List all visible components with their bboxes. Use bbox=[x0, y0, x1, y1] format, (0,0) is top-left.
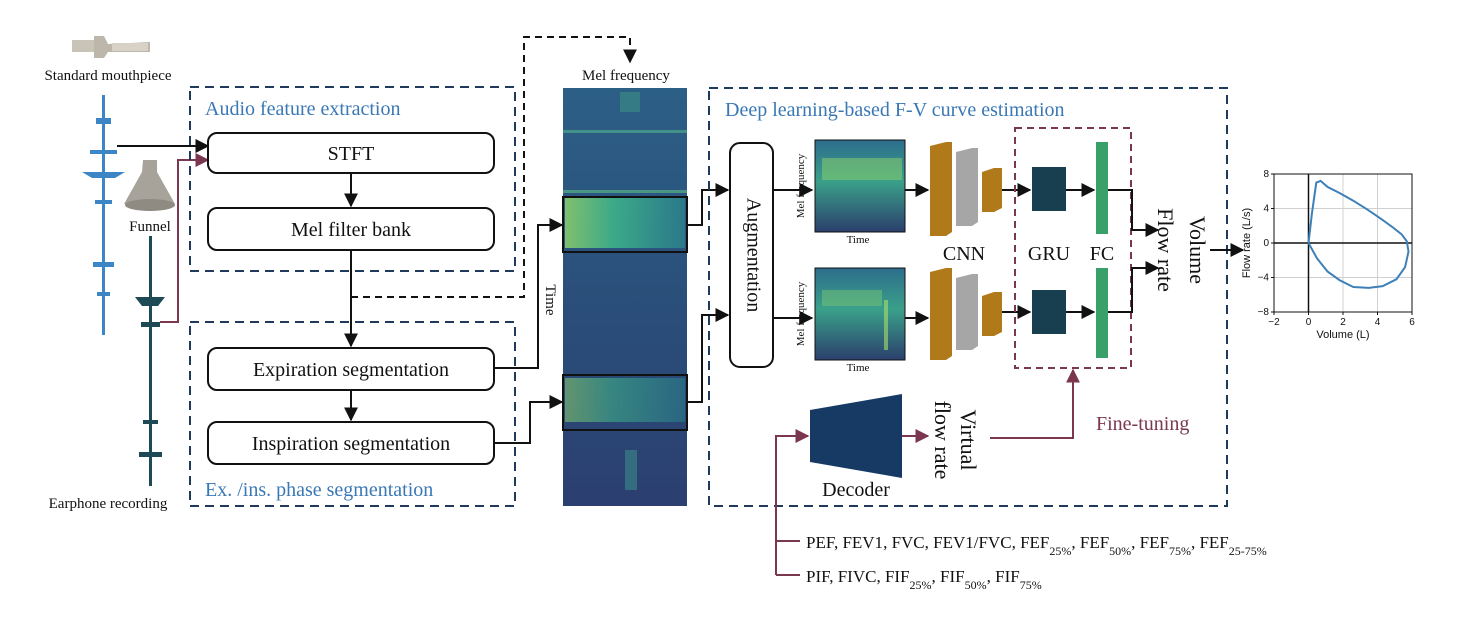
arrow-fc-bottom-to-output bbox=[1108, 261, 1160, 313]
inspiratory-metric-sub-2: 25% bbox=[910, 578, 932, 592]
decoder-label: Decoder bbox=[822, 479, 890, 501]
gru-label: GRU bbox=[1028, 243, 1071, 265]
spec-top-ylabel: Mel frequency bbox=[795, 153, 807, 218]
fine-tuning-frame bbox=[1014, 127, 1132, 369]
fc-label: FC bbox=[1090, 243, 1114, 265]
gru-block-bottom bbox=[1032, 290, 1066, 334]
funnel-icon bbox=[124, 160, 175, 211]
expiratory-metric-sub-7: 25-75% bbox=[1229, 544, 1267, 558]
earphone-waveform bbox=[135, 236, 165, 486]
fv-xtick-label-1: 0 bbox=[1306, 317, 1312, 328]
expiratory-metric-6: FEF bbox=[1140, 533, 1169, 552]
fv-ytick-label-2: 0 bbox=[1263, 238, 1269, 249]
fv-xtick-label-4: 6 bbox=[1409, 317, 1415, 328]
mouthpiece-icon bbox=[72, 36, 150, 58]
inspiratory-metric-sub-3: 50% bbox=[965, 578, 987, 592]
expiratory-metric-1: FEV1 bbox=[842, 533, 883, 552]
expiratory-metric-5: FEF bbox=[1080, 533, 1109, 552]
dashed-arrow-mel-to-spectrogram bbox=[351, 36, 637, 298]
expiratory-metric-sub-4: 25% bbox=[1049, 544, 1071, 558]
virtual-label-1: Virtual bbox=[956, 410, 981, 471]
output-volume-label: Volume bbox=[1185, 216, 1210, 284]
phase-section-title: Ex. /ins. phase segmentation bbox=[205, 479, 433, 501]
decoder-block bbox=[810, 394, 902, 478]
spec-top-xlabel: Time bbox=[847, 234, 870, 246]
expiratory-metric-0: PEF bbox=[806, 533, 835, 552]
earphone-label: Earphone recording bbox=[49, 496, 168, 512]
expiratory-metric-7: FEF bbox=[1199, 533, 1228, 552]
funnel-label: Funnel bbox=[129, 219, 171, 235]
mouthpiece-label: Standard mouthpiece bbox=[44, 68, 171, 84]
spec-bottom-xlabel: Time bbox=[847, 362, 870, 374]
arrow-metrics-to-decoder bbox=[775, 429, 810, 575]
stft-label: STFT bbox=[328, 143, 375, 165]
expiratory-metric-3: FEV1/FVC bbox=[933, 533, 1011, 552]
spectrogram-time-label: Time bbox=[542, 284, 558, 315]
fv-curve bbox=[1307, 179, 1410, 289]
inspiratory-metric-3: FIF bbox=[940, 567, 965, 586]
dl-section-frame bbox=[708, 87, 1228, 507]
inspiration-label: Inspiration segmentation bbox=[252, 433, 450, 455]
fv-ytick-label-0: 8 bbox=[1263, 169, 1269, 180]
fv-xtick-label-0: −2 bbox=[1268, 317, 1280, 328]
fv-ytick-label-3: −4 bbox=[1258, 273, 1270, 284]
arrow-insp-to-augmentation bbox=[687, 308, 730, 403]
inspiratory-metric-2: FIF bbox=[885, 567, 910, 586]
arrow-earphone-to-stft bbox=[160, 153, 210, 323]
spectrogram-expiration bbox=[814, 139, 906, 233]
inspiratory-metrics: PIF, FIVC, FIF25%, FIF50%, FIF75% bbox=[806, 567, 1042, 592]
spectrogram-title: Mel frequency bbox=[582, 68, 670, 84]
dl-section-title: Deep learning-based F-V curve estimation bbox=[725, 99, 1065, 121]
arrow-expiration-to-spectrogram bbox=[494, 218, 564, 369]
mel-filter-label: Mel filter bank bbox=[291, 219, 411, 241]
augmentation-box bbox=[729, 142, 774, 368]
arrow-inspiration-to-spectrogram bbox=[494, 395, 564, 444]
arrow-virtual-to-finetune bbox=[990, 368, 1080, 439]
fc-block-bottom bbox=[1096, 268, 1108, 358]
cnn-block-top bbox=[930, 142, 1002, 236]
fv-ytick-label-4: −8 bbox=[1258, 307, 1270, 318]
flow-volume-plot: −2 0 2 4 6 8 4 0 −4 −8 Volume (L) Flow rate (L/s) bbox=[1241, 169, 1415, 341]
fv-xtick-label-2: 2 bbox=[1340, 317, 1346, 328]
fv-xlabel: Volume (L) bbox=[1316, 329, 1369, 341]
virtual-label-2: flow rate bbox=[930, 401, 955, 480]
inspiratory-metric-0: PIF bbox=[806, 567, 830, 586]
mel-spectrogram bbox=[563, 88, 687, 506]
fv-xtick-label-3: 4 bbox=[1375, 317, 1381, 328]
spectrogram-inspiration bbox=[814, 267, 906, 361]
expiratory-metric-sub-5: 50% bbox=[1109, 544, 1131, 558]
augmentation-label: Augmentation bbox=[742, 198, 764, 312]
inspiratory-metric-sub-4: 75% bbox=[1020, 578, 1042, 592]
cnn-label: CNN bbox=[943, 243, 985, 265]
audio-section-title: Audio feature extraction bbox=[205, 98, 400, 120]
output-flow-rate-label: Flow rate bbox=[1153, 208, 1178, 292]
inspiratory-metric-1: FIVC bbox=[838, 567, 877, 586]
arrow-fc-top-to-output bbox=[1108, 189, 1160, 237]
fv-ylabel: Flow rate (L/s) bbox=[1241, 208, 1253, 278]
cnn-block-bottom bbox=[930, 268, 1002, 360]
fc-block-top bbox=[1096, 142, 1108, 234]
fine-tuning-label: Fine-tuning bbox=[1096, 413, 1189, 435]
arrow-exp-to-augmentation bbox=[687, 183, 730, 226]
standard-waveform bbox=[82, 95, 125, 335]
expiratory-metric-4: FEF bbox=[1020, 533, 1049, 552]
gru-block-top bbox=[1032, 167, 1066, 211]
expiratory-metric-sub-6: 75% bbox=[1169, 544, 1191, 558]
spec-bottom-ylabel: Mel frequency bbox=[795, 281, 807, 346]
expiration-label: Expiration segmentation bbox=[253, 359, 449, 381]
expiratory-metric-2: FVC bbox=[892, 533, 925, 552]
inspiratory-metric-4: FIF bbox=[995, 567, 1020, 586]
expiratory-metrics: PEF, FEV1, FVC, FEV1/FVC, FEF25%, FEF50%… bbox=[806, 533, 1267, 558]
fv-ytick-label-1: 4 bbox=[1263, 204, 1269, 215]
